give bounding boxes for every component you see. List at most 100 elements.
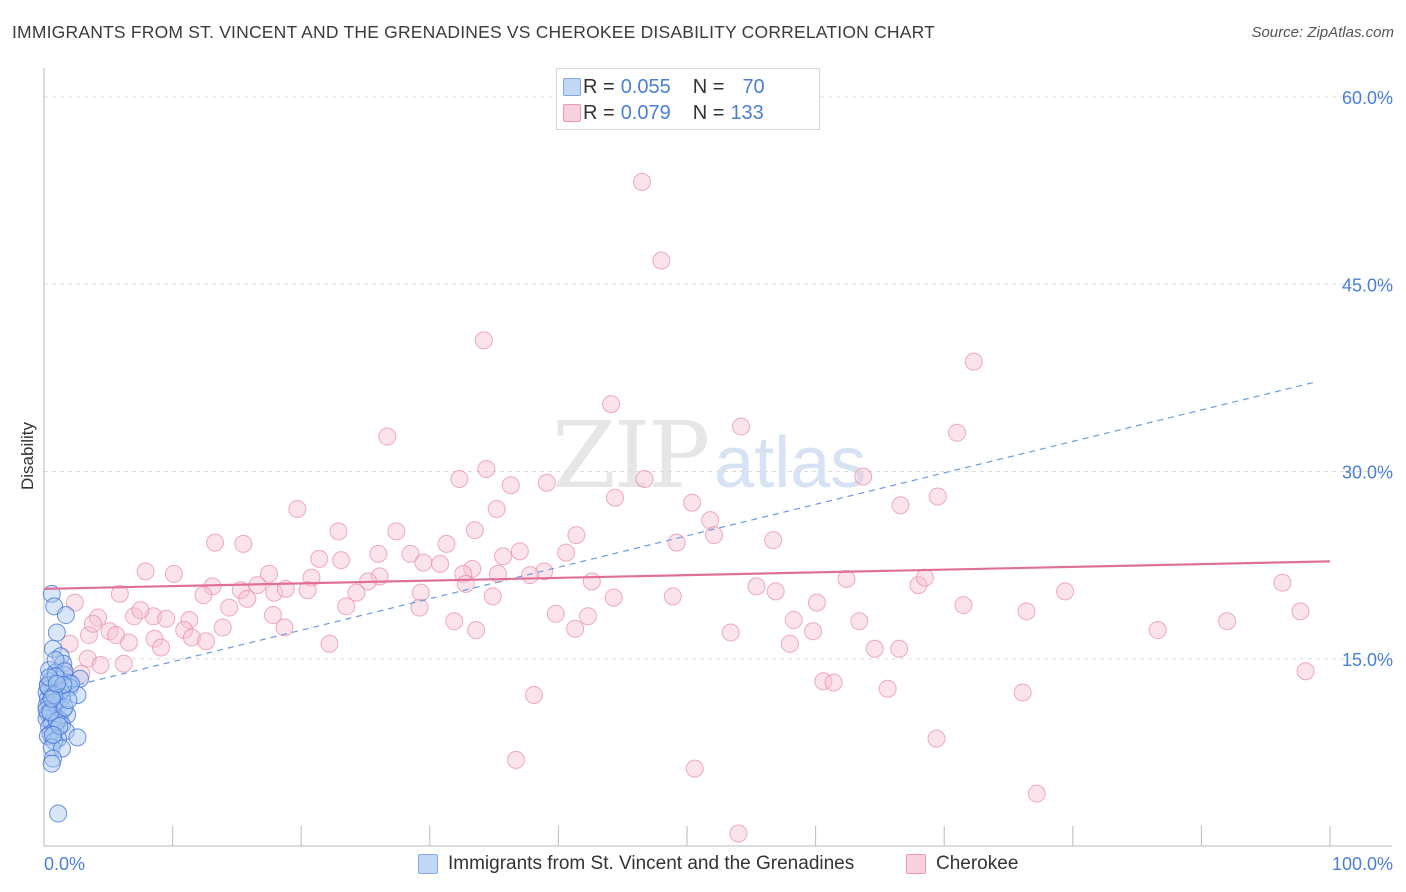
cherokee-point [378,427,397,446]
cherokee-point [182,628,201,647]
cherokee-point [467,621,486,640]
cherokee-point [332,551,351,570]
cherokee-point [401,544,420,563]
cherokee-point [764,531,783,550]
cherokee-point [854,467,873,486]
legend-label-immigrants: Immigrants from St. Vincent and the Gren… [448,853,855,874]
cherokee-point [501,476,520,495]
cherokee-point [238,589,257,608]
cherokee-point [477,460,496,479]
cherokee-point [80,626,99,645]
cherokee-point [1013,683,1032,702]
cherokee-point [194,586,213,605]
cherokee-point [766,582,785,601]
cherokee-point [206,533,225,552]
cherokee-point [807,593,826,612]
cherokee-point [604,588,623,607]
immigrants-point [68,685,87,704]
cherokee-point [114,654,133,673]
cherokee-point [450,469,469,488]
cherokee-point [152,638,171,657]
cherokee-point [65,593,84,612]
cherokee-point [1017,602,1036,621]
cherokee-point [909,576,928,595]
chart-title: IMMIGRANTS FROM ST. VINCENT AND THE GREN… [12,22,936,42]
cherokee-point [721,623,740,642]
y-tick-labels: 15.0% 30.0% 45.0% 60.0% [1342,88,1393,670]
cherokee-point [474,331,493,350]
x-tick-label-max: 100.0% [1332,854,1393,874]
n-label: N = [692,101,725,124]
y-tick-label: 15.0% [1342,650,1393,670]
cherokee-point [635,469,654,488]
cherokee-point [685,759,704,778]
x-tick-label-min: 0.0% [44,854,85,874]
blue-swatch-icon [418,854,438,874]
immigrants-point [47,674,66,693]
cherokee-point [337,597,356,616]
cherokee-point [298,581,317,600]
cherokee-point [1296,662,1315,681]
cherokee-point [964,352,983,371]
cherokee-point [557,543,576,562]
pink-r-value: 0.079 [620,101,671,124]
cherokee-point [483,587,502,606]
cherokee-point [465,521,484,540]
cherokee-point [652,251,671,270]
cherokee-point [705,526,724,545]
immigrants-point [44,639,63,658]
cherokee-point [164,564,183,583]
cherokee-point [437,534,456,553]
cherokee-point [445,612,464,631]
immigrants-point [53,739,72,758]
cherokee-point [411,583,430,602]
cherokee-point [683,493,702,512]
cherokee-point [275,618,294,637]
cherokee-point [928,487,947,506]
cherokee-point [850,612,869,631]
legend-item-cherokee: Cherokee [906,852,1018,876]
cherokee-point [890,639,909,658]
cherokee-point [487,499,506,518]
cherokee-point [60,634,79,653]
cherokee-point [605,488,624,507]
cherokee-point [732,417,751,436]
cherokee-point [463,559,482,578]
cherokee-point [927,729,946,748]
cherokee-point [260,564,279,583]
cherokee-points [54,172,1315,843]
cherokee-point [566,619,585,638]
cherokee-point [667,533,686,552]
cherokee-point [837,569,856,588]
cherokee-point [91,655,110,674]
cherokee-point [369,544,388,563]
y-tick-label: 45.0% [1342,275,1393,295]
cherokee-point [1218,612,1237,631]
cherokee-point [131,601,150,620]
immigrants-point [42,754,61,773]
cherokee-point [784,611,803,630]
legend-item-immigrants: Immigrants from St. Vincent and the Gren… [418,852,854,876]
cherokee-point [535,562,554,581]
trend-lines [43,381,1331,691]
cherokee-point [804,622,823,641]
stats-row-blue: R = 0.055 N = 70 [563,75,765,99]
pink-swatch-icon [906,854,926,874]
cherokee-point [107,626,126,645]
cherokee-point [494,547,513,566]
cherokee-point [197,632,216,651]
cherokee-point [915,568,934,587]
cherokee-point [288,499,307,518]
cherokee-point [234,534,253,553]
pink-n-value: 133 [730,101,764,124]
immigrants-point [68,728,87,747]
legend-label-cherokee: Cherokee [936,853,1019,874]
cherokee-point [537,473,556,492]
immigrants-point [41,703,60,722]
immigrants-point [49,804,68,823]
cherokee-point [347,583,366,602]
cherokee-point [213,618,232,637]
cherokee-point [510,542,529,561]
cherokee-point [387,522,406,541]
cherokee-point [1291,602,1310,621]
